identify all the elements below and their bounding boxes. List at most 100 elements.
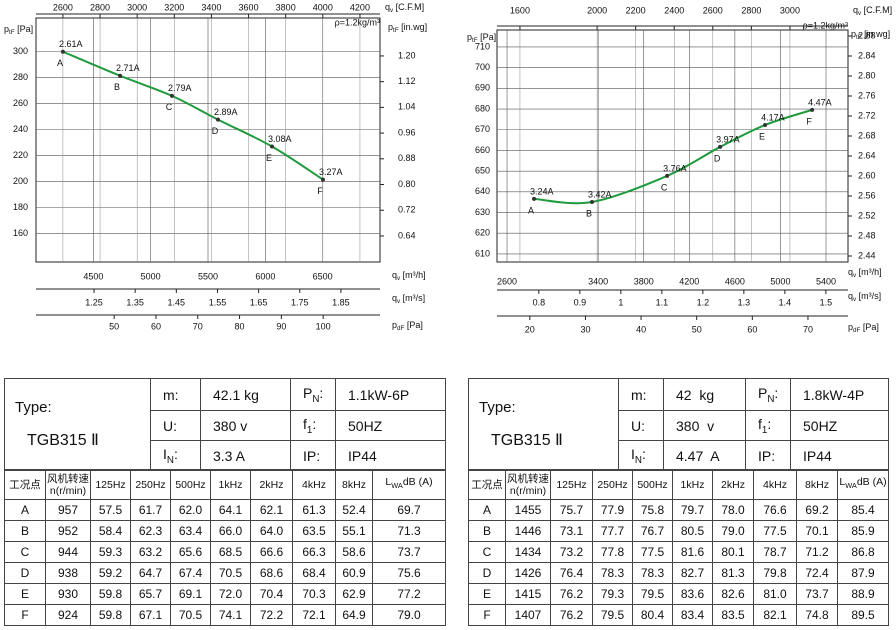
top-tick-label: 3200 bbox=[164, 2, 184, 12]
label-main: q bbox=[392, 293, 397, 303]
label-main: P bbox=[758, 384, 768, 401]
label-main: L bbox=[385, 476, 392, 489]
data-cell: 59.8 bbox=[90, 604, 131, 626]
y-tick-label: 180 bbox=[13, 202, 28, 212]
data-cell: 80.1 bbox=[712, 541, 754, 563]
label-main: q bbox=[848, 291, 853, 301]
data-row: F 1407 76.2 79.5 80.4 83.4 83.5 82.1 74.8 89.5 bbox=[468, 604, 889, 626]
y2-tick-label: 1.04 bbox=[398, 102, 416, 112]
point-letter: C bbox=[661, 182, 668, 192]
data-point bbox=[665, 173, 670, 178]
point-letter: C bbox=[166, 102, 173, 112]
point-letter: A bbox=[528, 205, 534, 215]
plot-frame bbox=[496, 29, 849, 263]
top-tick-label: 2200 bbox=[626, 5, 646, 15]
label-sub: N bbox=[312, 393, 320, 405]
data-cell: 68.4 bbox=[292, 562, 336, 584]
label-main: q bbox=[853, 5, 858, 15]
data-point bbox=[718, 144, 723, 149]
noise-table: 工况点 风机转速 n(r/min) 125Hz 250Hz 500Hz 1kHz 2kHz 4k… bbox=[4, 469, 446, 626]
current-label: 3.76A bbox=[663, 163, 687, 173]
data-cell: 79.0 bbox=[372, 604, 446, 626]
data-cell: 80.5 bbox=[672, 520, 713, 542]
data-cell: 73.7 bbox=[372, 541, 446, 563]
data-cell: 85.9 bbox=[837, 520, 889, 542]
spec-label: IP: bbox=[745, 440, 791, 471]
axis-title: qv [m³/s] bbox=[392, 293, 425, 304]
y2-tick-label: 0.64 bbox=[398, 230, 416, 240]
point-letter: F bbox=[806, 116, 812, 126]
label-tail: [Pa] bbox=[478, 32, 497, 42]
label-sub: dF bbox=[853, 327, 861, 334]
header-cell: 250Hz bbox=[592, 469, 633, 500]
label-sub: N bbox=[634, 454, 642, 466]
label-tail: [m³/s] bbox=[856, 291, 881, 301]
data-row: D 938 59.2 64.7 67.4 70.5 68.6 68.4 60.9 75.6 bbox=[4, 562, 446, 584]
data-cell: 76.4 bbox=[550, 562, 593, 584]
data-cell: 74.8 bbox=[796, 604, 838, 626]
data-cell: 63.5 bbox=[292, 520, 336, 542]
data-row: E 930 59.8 65.7 69.1 72.0 70.4 70.3 62.9 77.2 bbox=[4, 583, 446, 605]
y-tick-label: 200 bbox=[13, 176, 28, 186]
spec-value: 1.8kW-4P bbox=[790, 378, 889, 411]
bottom-tick-label: 90 bbox=[276, 321, 286, 331]
axis-title: ptF [in.wg] bbox=[388, 22, 427, 33]
label-tail: : bbox=[767, 415, 772, 432]
data-cell: 79.0 bbox=[712, 520, 754, 542]
data-cell: 77.7 bbox=[592, 520, 633, 542]
axis-title: ptF [Pa] bbox=[4, 24, 33, 35]
bottom-tick-label: 1.85 bbox=[332, 297, 350, 307]
top-tick-label: 3600 bbox=[239, 2, 259, 12]
data-cell: C bbox=[4, 541, 46, 563]
label-sub: N bbox=[166, 454, 174, 466]
bottom-tick-label: 0.8 bbox=[533, 297, 546, 307]
data-cell: 62.3 bbox=[130, 520, 171, 542]
y-tick-label: 240 bbox=[13, 124, 28, 134]
data-cell: 1415 bbox=[505, 583, 551, 605]
header-cell: 125Hz bbox=[90, 469, 131, 500]
bottom-tick-label: 80 bbox=[235, 321, 245, 331]
label-tail: : bbox=[173, 445, 178, 462]
spec-value: 380 v bbox=[663, 410, 746, 441]
axis-title: qv [C.F.M] bbox=[385, 2, 424, 13]
label-sub: N bbox=[767, 393, 775, 405]
data-cell: 82.1 bbox=[753, 604, 797, 626]
noise-table: 工况点 风机转速 n(r/min) 125Hz 250Hz 500Hz 1kHz 2kHz 4k… bbox=[468, 469, 889, 626]
x-tick-label: 5000 bbox=[141, 271, 161, 281]
axis-title: pdF [Pa] bbox=[848, 322, 879, 333]
data-cell: 70.5 bbox=[210, 562, 251, 584]
current-label: 2.79A bbox=[168, 83, 192, 93]
data-cell: 72.4 bbox=[796, 562, 838, 584]
text-line: 风机转速 bbox=[507, 472, 549, 485]
data-cell: B bbox=[468, 520, 506, 542]
data-cell: 73.2 bbox=[550, 541, 593, 563]
point-letter: F bbox=[317, 186, 323, 196]
axis-title: ptF [in.wg] bbox=[851, 29, 890, 40]
y-tick-label: 710 bbox=[475, 41, 490, 51]
spec-value: 1.1kW-6P bbox=[335, 378, 446, 411]
y-tick-label: 280 bbox=[13, 72, 28, 82]
header-cell: 1kHz bbox=[210, 469, 251, 500]
spec-value: 380 v bbox=[200, 410, 291, 441]
data-cell: 61.3 bbox=[292, 499, 336, 521]
bottom-tick-label: 1.25 bbox=[85, 297, 103, 307]
spec-label: m: bbox=[150, 378, 201, 411]
axis-title: ptF [Pa] bbox=[467, 32, 496, 43]
spec-value: IP44 bbox=[790, 440, 889, 471]
label-sub: WA bbox=[391, 481, 403, 491]
x-tick-label: 4600 bbox=[725, 276, 745, 286]
data-cell: 66.3 bbox=[292, 541, 336, 563]
x-tick-label: 3800 bbox=[634, 276, 654, 286]
label-main: p bbox=[848, 322, 853, 332]
data-cell: 952 bbox=[45, 520, 91, 542]
type-model: TGB315 Ⅱ bbox=[491, 432, 563, 449]
top-tick-label: 4000 bbox=[313, 2, 333, 12]
y2-tick-label: 1.20 bbox=[398, 50, 416, 60]
data-cell: D bbox=[4, 562, 46, 584]
top-tick-label: 3000 bbox=[780, 5, 800, 15]
data-cell: 71.3 bbox=[372, 520, 446, 542]
data-cell: 72.1 bbox=[292, 604, 336, 626]
bottom-tick-label: 1.1 bbox=[656, 297, 669, 307]
point-letter: E bbox=[266, 153, 272, 163]
